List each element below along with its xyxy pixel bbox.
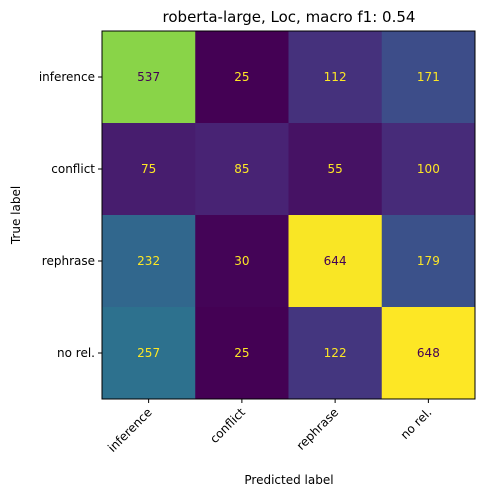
cell-value-label: 55 <box>327 162 342 176</box>
cell-value-label: 122 <box>324 346 347 360</box>
heatmap-cell <box>288 215 383 308</box>
x-tick-label: inference <box>105 405 155 455</box>
cell-value-label: 100 <box>417 162 440 176</box>
plot-frame <box>101 30 476 400</box>
x-tick-label: no rel. <box>398 405 435 442</box>
y-tick-label: inference <box>39 70 95 84</box>
cell-value-label: 644 <box>324 254 347 268</box>
heatmap-cell <box>381 31 476 124</box>
heatmap-cell <box>288 31 383 124</box>
heatmap-cell <box>195 123 289 216</box>
cell-value-label: 257 <box>137 346 160 360</box>
heatmap-cells: 537 25 112 171 75 85 55 100 232 30 644 179 257 25 122 6… <box>102 31 476 400</box>
cell-value-label: 75 <box>141 162 156 176</box>
cell-value-label: 85 <box>234 162 249 176</box>
heatmap-cell <box>381 215 476 308</box>
cell-value-label: 648 <box>417 346 440 360</box>
x-tick-label: conflict <box>207 405 248 446</box>
heatmap-cell <box>195 215 289 308</box>
y-axis-label: True label <box>9 186 23 245</box>
y-axis-ticks: inference conflict rephrase no rel. <box>39 70 102 360</box>
heatmap-cell <box>288 307 383 400</box>
cell-value-label: 537 <box>137 70 160 84</box>
cell-value-label: 112 <box>324 70 347 84</box>
cell-value-label: 232 <box>137 254 160 268</box>
cell-value-label: 30 <box>234 254 249 268</box>
x-tick-label: rephrase <box>294 405 342 453</box>
heatmap-cell <box>102 215 196 308</box>
y-tick-label: conflict <box>51 162 95 176</box>
heatmap-cell <box>195 31 289 124</box>
cell-value-label: 25 <box>234 70 249 84</box>
chart-title: roberta-large, Loc, macro f1: 0.54 <box>163 8 416 26</box>
heatmap-cell <box>102 123 196 216</box>
heatmap-cell <box>102 307 196 400</box>
heatmap-cell <box>102 31 196 124</box>
heatmap-cell <box>381 307 476 400</box>
cell-value-label: 179 <box>417 254 440 268</box>
cell-value-label: 25 <box>234 346 249 360</box>
x-axis-ticks: inference conflict rephrase no rel. <box>105 399 434 455</box>
y-tick-label: no rel. <box>57 346 95 360</box>
x-axis-label: Predicted label <box>244 473 333 487</box>
heatmap-cell <box>288 123 383 216</box>
heatmap-cell <box>195 307 289 400</box>
cell-value-label: 171 <box>417 70 440 84</box>
y-tick-label: rephrase <box>42 254 95 268</box>
heatmap-cell <box>381 123 476 216</box>
